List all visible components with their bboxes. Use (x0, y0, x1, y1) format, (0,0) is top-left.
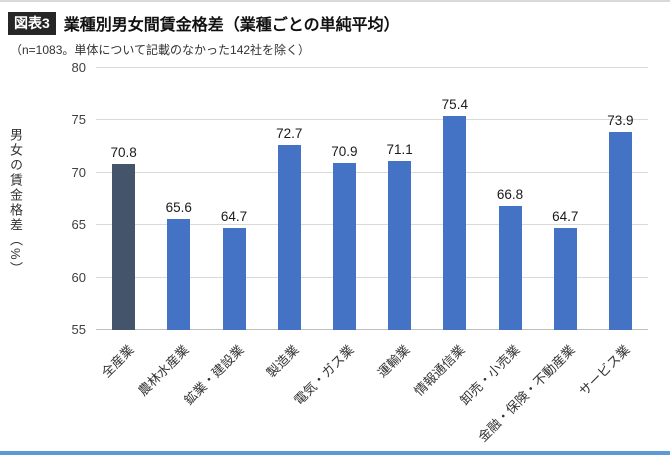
bar-value-label: 64.7 (552, 209, 579, 225)
x-label-column: サービス業 (577, 330, 648, 448)
bar: 64.7 (221, 209, 247, 330)
bar-column: 72.7 (262, 68, 317, 330)
bar: 73.9 (607, 113, 634, 330)
bar-value-label: 75.4 (441, 97, 468, 113)
gridline (96, 224, 648, 226)
y-axis-title: 男女の賃金格差（%） (8, 128, 23, 277)
figure-number-badge: 図表3 (8, 11, 56, 35)
x-category-label: 運輸業 (374, 342, 413, 381)
bar-column: 73.9 (593, 68, 648, 330)
gridline (96, 329, 648, 330)
bar-chart: 男女の賃金格差（%） 70.8 65.6 64.7 72.7 70.9 71.1 75.4 6… (0, 61, 670, 448)
bar-value-label: 70.8 (110, 145, 137, 161)
bar: 72.7 (276, 126, 302, 330)
x-label-column: 鉱業・建設業 (181, 330, 261, 448)
y-tick-label: 80 (71, 60, 86, 75)
bar-column: 71.1 (372, 68, 427, 330)
bar-column: 70.9 (317, 68, 372, 330)
bar-column: 75.4 (427, 68, 482, 330)
bar-value-label: 72.7 (276, 125, 303, 141)
x-category-label: 製造業 (263, 342, 302, 381)
bar-value-label: 64.7 (220, 209, 248, 225)
bar-value-label: 71.1 (386, 142, 413, 158)
gridline (96, 171, 648, 173)
y-tick-label: 55 (71, 322, 86, 337)
bar-column: 70.8 (96, 68, 151, 330)
bar-column: 64.7 (206, 68, 261, 330)
bar: 75.4 (442, 97, 468, 330)
bar: 64.7 (552, 209, 578, 330)
bars-container: 70.8 65.6 64.7 72.7 70.9 71.1 75.4 66.8 64.7 73.9 (96, 68, 648, 330)
plot-area: 70.8 65.6 64.7 72.7 70.9 71.1 75.4 66.8 64.7 73.9… (72, 61, 648, 337)
bar-column: 65.6 (151, 68, 206, 330)
bar: 71.1 (386, 142, 413, 330)
figure-header: 図表3 業種別男女間賃金格差（業種ごとの単純平均） (0, 2, 670, 35)
gridline (96, 119, 648, 121)
bar-value-label: 70.9 (331, 144, 358, 160)
gridline (96, 276, 648, 278)
bar-value-label: 65.6 (165, 199, 192, 215)
bar: 65.6 (166, 200, 192, 330)
bar: 70.8 (110, 145, 137, 330)
bar-column: 66.8 (482, 68, 537, 330)
bar-value-label: 66.8 (496, 187, 524, 203)
y-tick-label: 60 (71, 269, 86, 285)
bar: 70.9 (331, 144, 358, 330)
y-tick-label: 70 (71, 164, 86, 180)
bar-value-label: 73.9 (607, 112, 634, 128)
y-tick-label: 75 (71, 112, 86, 128)
y-tick-label: 65 (71, 217, 86, 233)
gridline (96, 67, 648, 68)
figure-title: 業種別男女間賃金格差（業種ごとの単純平均） (63, 17, 400, 34)
figure-subtitle: （n=1083。単体について記載のなかった142社を除く） (10, 43, 311, 57)
x-category-label: 全産業 (98, 342, 137, 381)
bar: 66.8 (497, 187, 523, 330)
x-axis-labels: 全産業 農林水産業 鉱業・建設業 製造業 電気・ガス業 運輸業 情報通信業 卸売・小売業 金融・… (96, 330, 648, 448)
x-label-column: 電気・ガス業 (291, 330, 372, 448)
bar-column: 64.7 (538, 68, 593, 330)
